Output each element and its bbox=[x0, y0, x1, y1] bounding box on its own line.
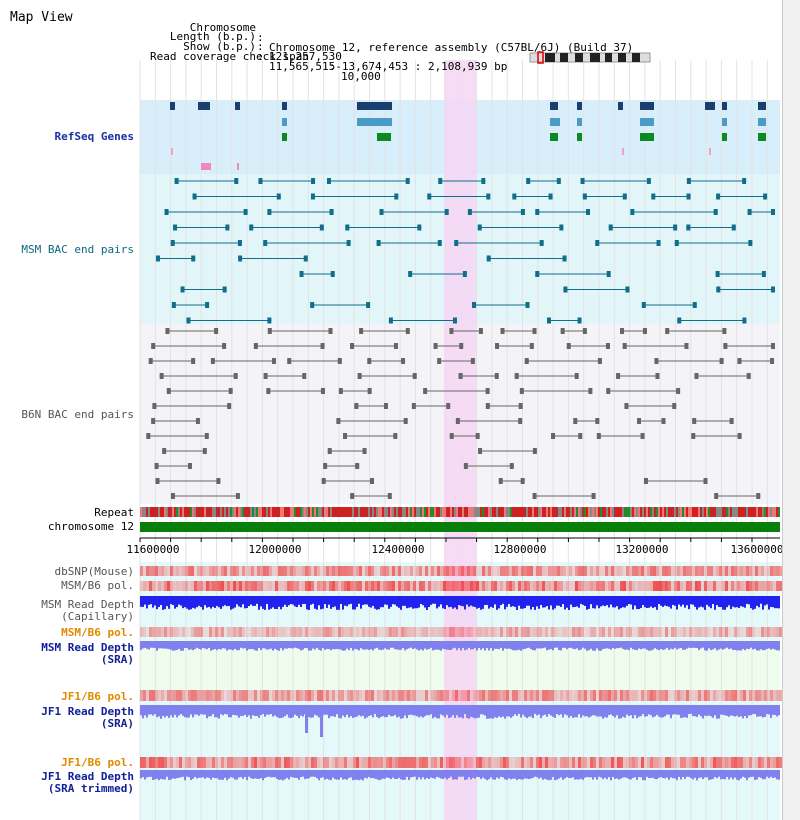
selection-highlight bbox=[444, 60, 476, 820]
track-label-msm-depth-capillary[interactable]: MSM Read Depth (Capillary) bbox=[41, 598, 134, 623]
track-label-repeat[interactable]: Repeat bbox=[94, 506, 134, 519]
chromosome-info: Chromosome : Chromosome 12, reference as… bbox=[150, 21, 634, 83]
axis-tick-label: 12800000 bbox=[493, 543, 547, 556]
vertical-scrollbar[interactable] bbox=[782, 0, 800, 820]
info-show-key: Show (b.p.) bbox=[183, 40, 256, 53]
axis-tick-label: 13600000 bbox=[730, 543, 784, 556]
info-show-value: 11,565,515-13,674,453 : 2,108,939 bp bbox=[269, 60, 508, 73]
track-label-jf1-depth-trimmed[interactable]: JF1 Read Depth (SRA trimmed) bbox=[41, 770, 134, 795]
track-label-refseq[interactable]: RefSeq Genes bbox=[54, 130, 134, 143]
track-label-msm-depth-sra[interactable]: MSM Read Depth (SRA) bbox=[41, 641, 134, 666]
info-length-key: Length (b.p.) bbox=[169, 30, 256, 43]
track-label-jf1-b6-pol-1[interactable]: JF1/B6 pol. bbox=[61, 690, 134, 703]
track-label-msm-b6-pol-1[interactable]: MSM/B6 pol. bbox=[61, 579, 134, 592]
page-title: Map View bbox=[10, 10, 73, 25]
track-label-chromosome[interactable]: chromosome 12 bbox=[47, 520, 134, 533]
track-label-jf1-depth-sra[interactable]: JF1 Read Depth (SRA) bbox=[41, 705, 134, 730]
info-chromosome-key: Chromosome bbox=[189, 21, 256, 34]
track-label-msm-bac[interactable]: MSM BAC end pairs bbox=[21, 243, 134, 256]
info-span-key: Read coverage check span bbox=[150, 50, 309, 63]
track-label-b6n-bac[interactable]: B6N BAC end pairs bbox=[21, 408, 134, 421]
axis-tick-label: 11600000 bbox=[126, 543, 180, 556]
info-chromosome-value: Chromosome 12, reference assembly (C57BL… bbox=[269, 41, 634, 54]
axis-tick-label: 13200000 bbox=[615, 543, 669, 556]
axis-tick-label: 12400000 bbox=[371, 543, 425, 556]
axis-tick-label: 12000000 bbox=[248, 543, 302, 556]
track-label-msm-b6-pol-2[interactable]: MSM/B6 pol. bbox=[61, 626, 134, 639]
track-label-dbsnp[interactable]: dbSNP(Mouse) bbox=[54, 565, 134, 578]
ideogram-marker bbox=[537, 51, 544, 64]
info-span-value: 10,000 bbox=[341, 70, 381, 83]
info-length-value: 121,257,530 bbox=[269, 50, 342, 63]
chromosome-bar bbox=[140, 522, 780, 532]
track-label-jf1-b6-pol-2[interactable]: JF1/B6 pol. bbox=[61, 756, 134, 769]
